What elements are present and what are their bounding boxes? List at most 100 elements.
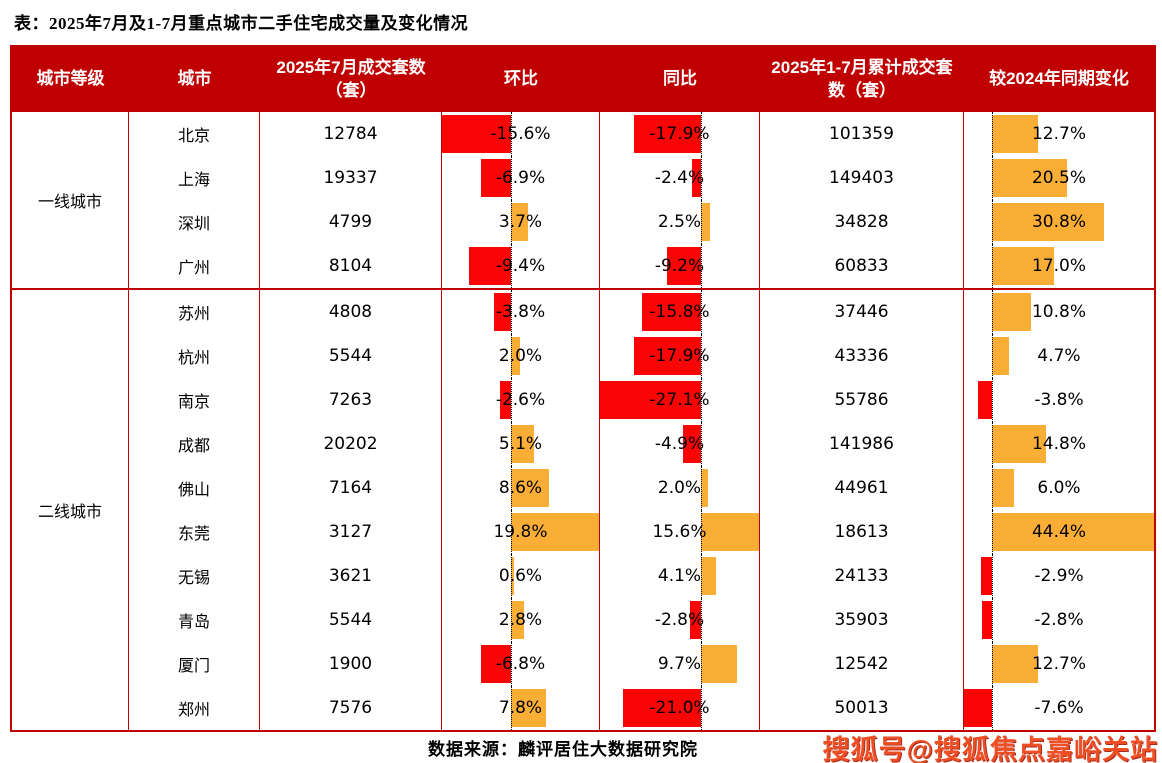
mom-bar-cell: 8.6% [442,466,600,510]
zero-axis-dashed-line [991,378,993,422]
zero-axis-dashed-line [991,466,993,510]
cumulative-sales-cell: 141986 [760,422,964,466]
zero-axis-dashed-line [700,510,702,554]
city-cell: 厦门 [129,642,260,686]
positive-bar [991,513,1154,551]
header-city-tier: 城市等级 [36,69,105,89]
yoy-bar-cell: 2.0% [600,466,760,510]
percent-label: 4.7% [1037,346,1081,366]
yoy-bar-cell: -21.0% [600,686,760,730]
percent-label: -15.6% [490,124,551,144]
footer: 数据来源：麟评居住大数据研究院 搜狐号@搜狐焦点嘉峪关站 [0,728,1162,763]
zero-axis-dashed-line [511,156,513,200]
cumulative-sales-cell: 55786 [760,378,964,422]
city-cell: 深圳 [129,200,260,244]
cumulative-sales-cell: 37446 [760,290,964,334]
table-row: 广州 8104 -9.4% -9.2% 60833 17.0% [129,244,1154,288]
july-sales-cell: 7164 [260,466,442,510]
negative-bar [600,381,701,419]
zero-axis-dashed-line [511,510,513,554]
yoy-bar-cell: -4.9% [600,422,760,466]
july-sales-cell: 4799 [260,200,442,244]
table-row: 北京 12784 -15.6% -17.9% 101359 12.7% [129,112,1154,156]
positive-bar [991,115,1039,153]
change-bar-cell: -3.8% [964,378,1154,422]
zero-axis-dashed-line [700,378,702,422]
mom-bar-cell: 2.0% [442,334,600,378]
city-cell: 南京 [129,378,260,422]
change-bar-cell: 4.7% [964,334,1154,378]
cumulative-sales-cell: 35903 [760,598,964,642]
header-yoy: 同比 [663,69,697,89]
zero-axis-dashed-line [511,334,513,378]
percent-label: 3.7% [498,212,543,232]
zero-axis-dashed-line [991,156,993,200]
yoy-bar-cell: -17.9% [600,112,760,156]
zero-axis-dashed-line [700,334,702,378]
mom-bar-cell: 19.8% [442,510,600,554]
mom-bar-cell: 3.7% [442,200,600,244]
percent-label: -6.8% [495,654,546,674]
negative-bar [981,601,992,639]
july-sales-cell: 7576 [260,686,442,730]
tier-label: 一线城市 [12,112,129,288]
july-sales-cell: 12784 [260,112,442,156]
positive-bar [511,601,524,639]
zero-axis-dashed-line [511,642,513,686]
change-bar-cell: 14.8% [964,422,1154,466]
tier2-group: 二线城市 苏州 4808 -3.8% -15.8% 37446 10.8% 杭州… [12,288,1154,730]
table-row: 郑州 7576 7.8% -21.0% 50013 -7.6% [129,686,1154,730]
negative-bar [682,425,701,463]
percent-label: 12.7% [1031,124,1086,144]
positive-bar [991,293,1032,331]
percent-label: -21.0% [649,698,710,718]
header-cumulative-sales: 2025年1-7月累计成交套数（套） [771,57,953,100]
percent-label: -6.9% [495,168,546,188]
positive-bar [511,425,534,463]
cumulative-sales-cell: 50013 [760,686,964,730]
zero-axis-dashed-line [700,156,702,200]
negative-bar [642,293,701,331]
city-cell: 苏州 [129,290,260,334]
negative-bar [981,557,992,595]
percent-label: -17.9% [649,346,710,366]
percent-label: 12.7% [1031,654,1086,674]
percent-label: 7.8% [498,698,543,718]
change-bar-cell: 10.8% [964,290,1154,334]
mom-bar-cell: -15.6% [442,112,600,156]
percent-label: -2.9% [1034,566,1084,586]
zero-axis-dashed-line [511,378,513,422]
zero-axis-dashed-line [700,642,702,686]
zero-axis-dashed-line [991,554,993,598]
city-cell: 青岛 [129,598,260,642]
zero-axis-dashed-line [700,244,702,288]
table-row: 青岛 5544 2.8% -2.8% 35903 -2.8% [129,598,1154,642]
positive-bar [991,645,1039,683]
positive-bar [511,513,599,551]
zero-axis-dashed-line [991,598,993,642]
tier-label: 二线城市 [12,290,129,730]
cumulative-sales-cell: 60833 [760,244,964,288]
negative-bar [634,115,701,153]
cumulative-sales-cell: 24133 [760,554,964,598]
positive-bar [511,557,514,595]
percent-label: 30.8% [1031,212,1086,232]
zero-axis-dashed-line [700,112,702,156]
city-cell: 无锡 [129,554,260,598]
yoy-bar-cell: 2.5% [600,200,760,244]
table-row: 苏州 4808 -3.8% -15.8% 37446 10.8% [129,290,1154,334]
percent-label: -2.8% [1034,610,1084,630]
percent-label: 19.8% [493,522,548,542]
city-cell: 郑州 [129,686,260,730]
cumulative-sales-cell: 18613 [760,510,964,554]
city-cell: 杭州 [129,334,260,378]
cumulative-sales-cell: 34828 [760,200,964,244]
positive-bar [991,247,1054,285]
positive-bar [700,557,717,595]
zero-axis-dashed-line [991,112,993,156]
july-sales-cell: 20202 [260,422,442,466]
table-row: 无锡 3621 0.6% 4.1% 24133 -2.9% [129,554,1154,598]
table-row: 东莞 3127 19.8% 15.6% 18613 44.4% [129,510,1154,554]
zero-axis-dashed-line [700,422,702,466]
negative-bar [964,689,992,727]
